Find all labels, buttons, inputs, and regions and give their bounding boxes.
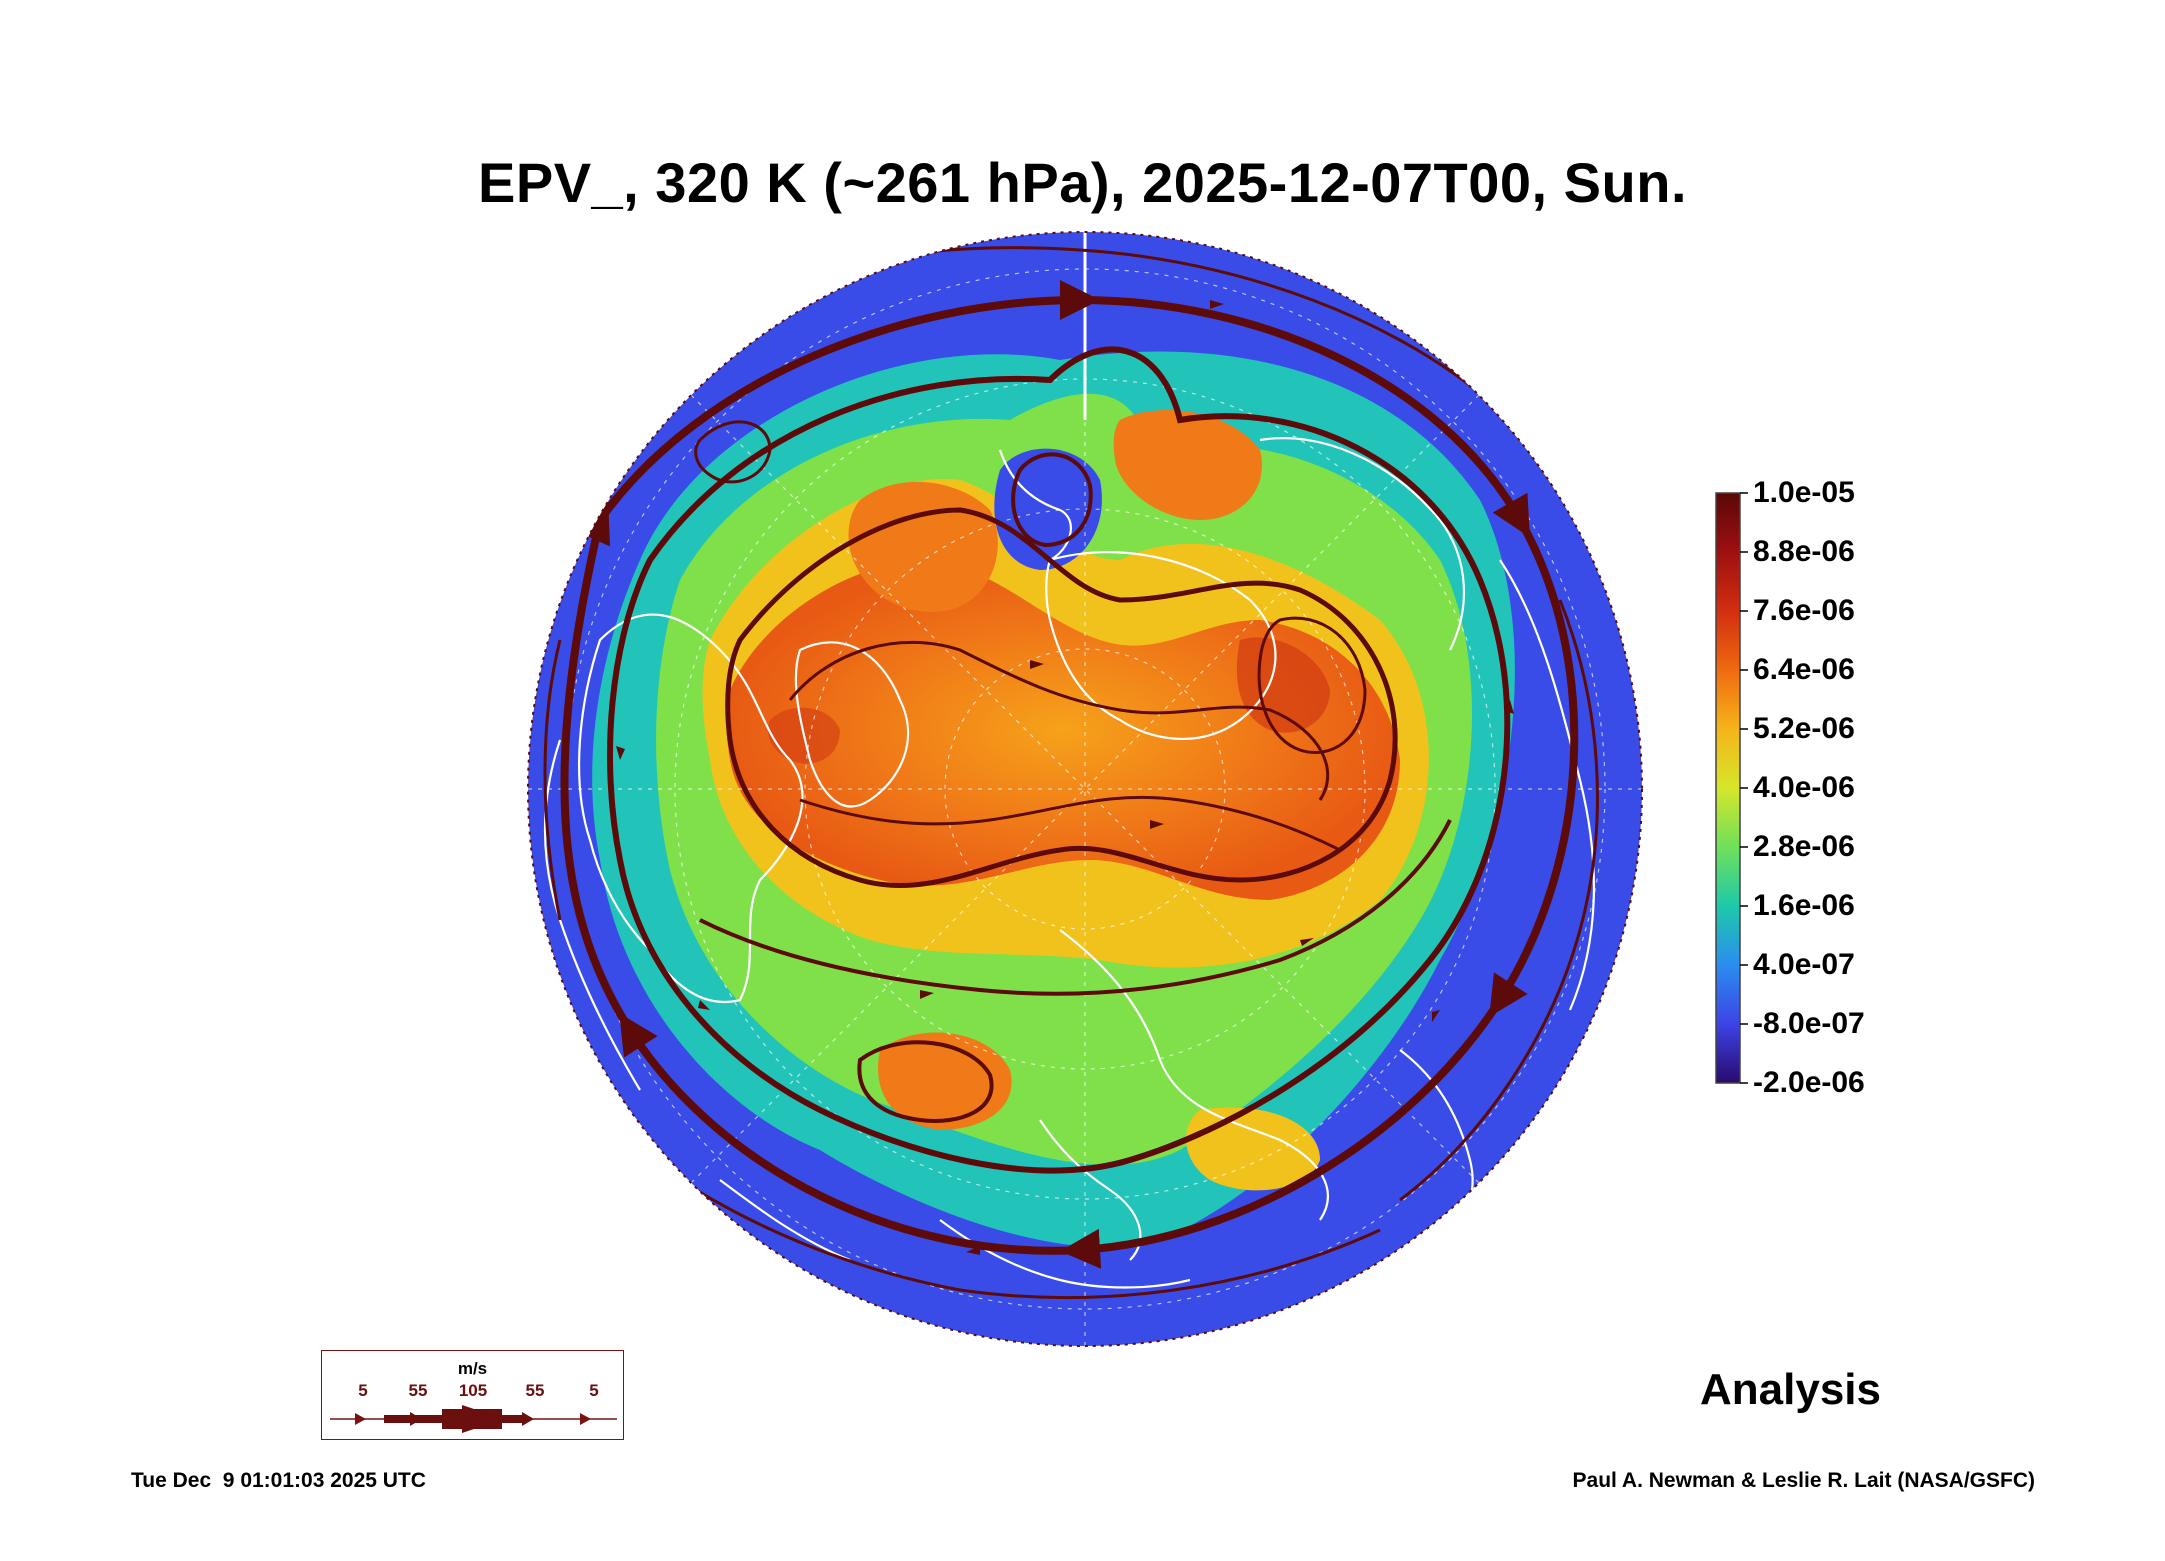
- colorbar-label: 4.0e-07: [1753, 948, 1855, 981]
- colorbar-label: 2.8e-06: [1753, 830, 1855, 863]
- wind-key-speed: 105: [458, 1381, 488, 1400]
- colorbar-label: 5.2e-06: [1753, 712, 1855, 745]
- colorbar-label: 1.6e-06: [1753, 889, 1855, 922]
- plot-title: EPV_, 320 K (~261 hPa), 2025-12-07T00, S…: [477, 151, 1687, 214]
- colorbar-label: 8.8e-06: [1753, 535, 1855, 568]
- wind-streamlines: [543, 246, 1599, 1299]
- colorbar-ticks: [1740, 492, 1748, 1084]
- wind-key-speed: 55: [525, 1381, 545, 1400]
- colorbar-label: 1.0e-05: [1753, 476, 1855, 509]
- streamline-arrows: [616, 300, 1514, 1255]
- colorbar-label: 7.6e-06: [1753, 594, 1855, 627]
- analysis-label: Analysis: [1700, 1365, 1881, 1414]
- footer-timestamp: Tue Dec 9 01:01:03 2025 UTC: [131, 1469, 426, 1492]
- wind-key-speed: 5: [589, 1381, 599, 1400]
- wind-key-unit: m/s: [457, 1359, 488, 1378]
- colorbar-label: 6.4e-06: [1753, 653, 1855, 686]
- epv-field: [528, 232, 1642, 1346]
- globe-rim: [527, 231, 1643, 1347]
- wind-key-glyph: [330, 1405, 617, 1433]
- colorbar-label: -8.0e-07: [1753, 1007, 1865, 1040]
- footer-credit: Paul A. Newman & Leslie R. Lait (NASA/GS…: [1572, 1469, 2035, 1492]
- wind-key-speed: 55: [408, 1381, 428, 1400]
- colorbar-label: -2.0e-06: [1753, 1066, 1865, 1099]
- wind-speed-key: m/s 5 55 105 55 5: [321, 1350, 624, 1440]
- colorbar: [1715, 492, 1741, 1084]
- wind-key-speed: 5: [358, 1381, 368, 1400]
- colorbar-label: 4.0e-06: [1753, 771, 1855, 804]
